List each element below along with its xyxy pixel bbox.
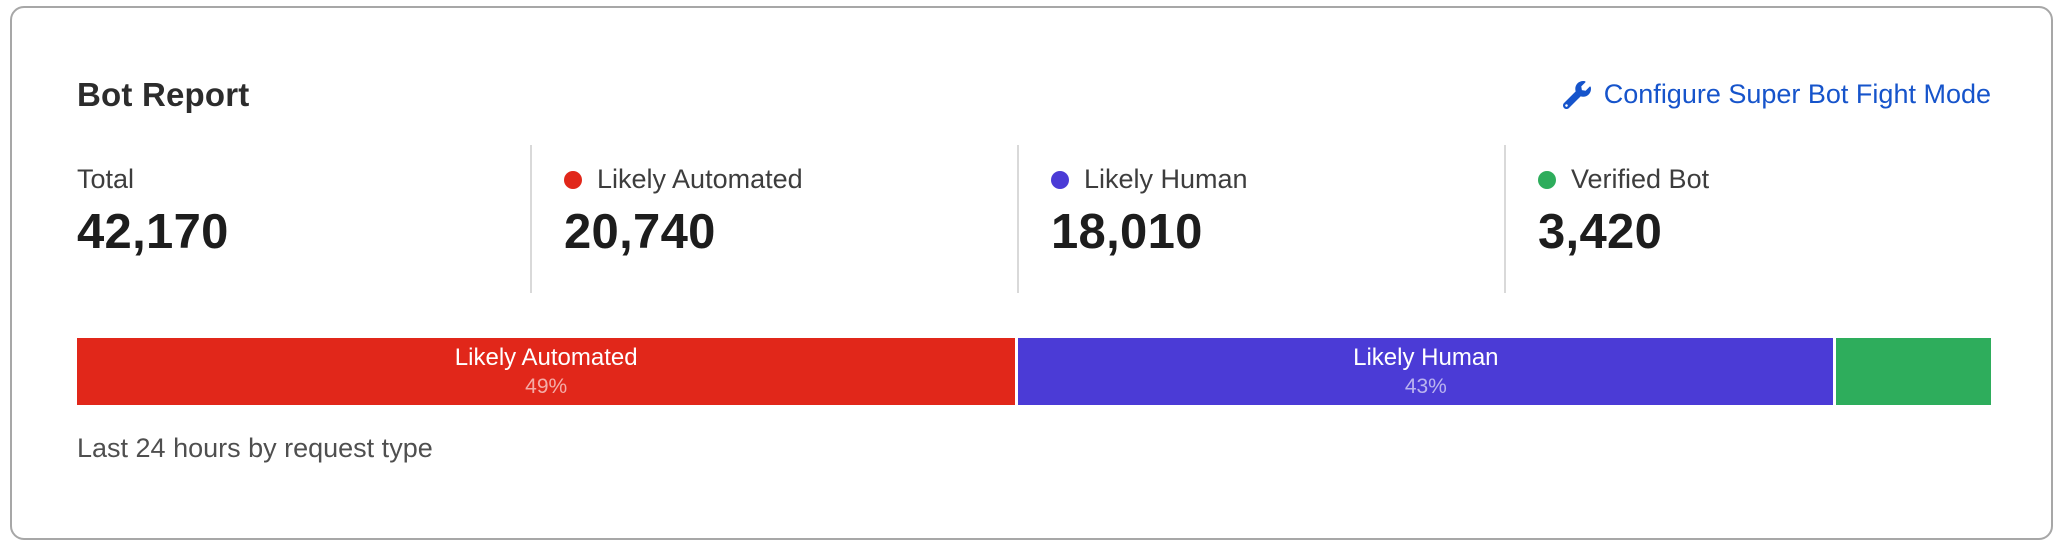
stat-verified-bot-value: 3,420 — [1538, 205, 1663, 259]
bar-segment-likely-human: Likely Human 43% — [1018, 338, 1834, 405]
bar-segment-verified-bot — [1836, 338, 1991, 405]
report-timeframe-caption: Last 24 hours by request type — [77, 433, 433, 463]
wrench-icon — [1562, 80, 1591, 109]
likely-automated-legend-dot-icon — [564, 170, 582, 189]
bar-segment-percent: 49% — [525, 374, 568, 398]
stat-likely-automated-value: 20,740 — [564, 205, 716, 259]
stat-likely-human-label: Likely Human — [1084, 164, 1248, 194]
card-header: Bot Report Configure Super Bot Fight Mod… — [77, 78, 1991, 111]
stat-verified-bot-label: Verified Bot — [1571, 164, 1710, 194]
stat-total-label: Total — [77, 164, 135, 194]
bar-segment-percent: 43% — [1404, 374, 1447, 398]
stacked-bar-chart: Likely Automated 49% Likely Human 43% — [77, 338, 1991, 405]
verified-bot-legend-dot-icon — [1538, 170, 1556, 189]
stat-likely-human-value: 18,010 — [1051, 205, 1203, 259]
bar-segment-label: Likely Human — [1353, 344, 1499, 372]
stat-likely-automated-label: Likely Automated — [597, 164, 803, 194]
stats-row: Total 42,170 Likely Automated 20,740 Lik… — [77, 145, 1991, 293]
stat-total: Total 42,170 — [77, 145, 530, 293]
page-title: Bot Report — [77, 76, 250, 113]
stat-likely-automated: Likely Automated 20,740 — [530, 145, 1017, 293]
stat-verified-bot: Verified Bot 3,420 — [1504, 145, 1991, 293]
bar-segment-likely-automated: Likely Automated 49% — [77, 338, 1016, 405]
configure-link-label: Configure Super Bot Fight Mode — [1603, 79, 1991, 109]
stat-total-value: 42,170 — [77, 205, 229, 259]
likely-human-legend-dot-icon — [1051, 170, 1069, 189]
bot-report-card: Bot Report Configure Super Bot Fight Mod… — [10, 6, 2053, 540]
configure-super-bot-fight-mode-link[interactable]: Configure Super Bot Fight Mode — [1562, 79, 1991, 109]
bar-segment-label: Likely Automated — [454, 344, 638, 372]
stat-likely-human: Likely Human 18,010 — [1017, 145, 1504, 293]
